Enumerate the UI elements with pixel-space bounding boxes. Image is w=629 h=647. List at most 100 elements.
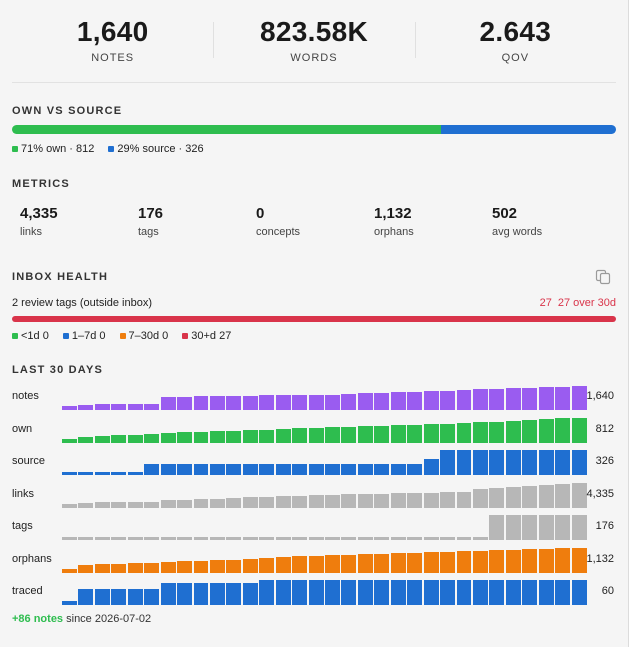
sparkline-bar xyxy=(144,464,160,475)
sparkline-bar xyxy=(357,536,373,540)
sparkline-bar xyxy=(522,387,538,410)
since-date: since 2026-07-02 xyxy=(63,613,152,625)
sparkline-bar xyxy=(374,425,390,443)
sparkline-bar xyxy=(292,495,308,508)
notes-delta: +86 notes xyxy=(12,613,64,625)
sparkline-bar xyxy=(407,580,423,605)
metric-value: 4,335 xyxy=(20,205,58,222)
metric-label: orphans xyxy=(374,226,414,238)
sparkline-bar xyxy=(160,464,176,475)
legend-source: 29% source · 326 xyxy=(108,143,204,155)
legend-lt1d: <1d 0 xyxy=(12,330,49,342)
sparkline-bar xyxy=(259,536,275,540)
sparkline-bar xyxy=(259,558,275,573)
sparkline-bar xyxy=(259,464,275,475)
sparkline-bar xyxy=(193,499,209,508)
inbox-over-text: 27 over 30d xyxy=(557,297,616,309)
sparkline-bar xyxy=(440,390,455,410)
metric-orphans: 1,132 orphans xyxy=(374,205,492,238)
sparkline-bar xyxy=(111,435,127,443)
sparkline-bar xyxy=(341,426,357,443)
row-value: 812 xyxy=(595,422,614,435)
inbox-summary: 2 review tags (outside inbox) 27 27 over … xyxy=(12,297,616,309)
sparkline-bar xyxy=(407,552,423,573)
sparkline-bar xyxy=(308,580,324,605)
sparkline-bar xyxy=(472,450,488,475)
sparkline-bar xyxy=(505,421,521,443)
sparkline-bar xyxy=(78,564,94,573)
sparkline-bars xyxy=(62,449,588,475)
sparkline-bar xyxy=(489,450,505,475)
metric-value: 176 xyxy=(138,205,164,222)
sparkline-bars xyxy=(62,514,588,540)
sparkline-row-links: links 4,335 xyxy=(12,482,624,515)
sparkline-bar xyxy=(308,427,324,443)
own-dot-icon xyxy=(12,146,18,152)
sparkline-bar xyxy=(341,536,357,540)
legend-label: 30+d 27 xyxy=(191,330,232,342)
sparkline-bar xyxy=(555,548,571,573)
green-dot-icon xyxy=(12,333,18,339)
source-dot-icon xyxy=(108,146,115,152)
sparkline-bar xyxy=(226,464,242,475)
sparkline-bar xyxy=(407,536,423,540)
sparkline-row-notes: notes 1,640 xyxy=(12,384,624,417)
sparkline-bar xyxy=(259,580,275,605)
sparkline-bar xyxy=(144,562,160,573)
sparkline-bar xyxy=(127,589,143,605)
own-vs-source-legend: 71% own · 812 29% source · 326 xyxy=(12,143,214,155)
legend-own-label: 71% own · 812 xyxy=(21,143,95,155)
sparkline-bar xyxy=(505,580,521,605)
sparkline-bar xyxy=(78,404,94,410)
metric-tags: 176 tags xyxy=(138,205,256,238)
sparkline-bar xyxy=(522,580,538,605)
sparkline-bar xyxy=(357,464,373,475)
sparkline-bar xyxy=(555,484,571,508)
sparkline-row-tags: tags 176 xyxy=(12,514,624,547)
row-label: notes xyxy=(12,390,39,402)
sparkline-bar xyxy=(522,420,538,443)
sparkline-bar xyxy=(456,390,472,410)
sparkline-bar xyxy=(144,536,160,540)
sparkline-bar xyxy=(308,464,324,475)
sparkline-bar xyxy=(275,464,291,475)
sparkline-bar xyxy=(127,563,143,573)
sparkline-bar xyxy=(407,464,423,475)
sparkline-bar xyxy=(522,450,538,475)
sparkline-bar xyxy=(177,397,192,410)
sparkline-bar xyxy=(325,494,340,508)
row-value: 176 xyxy=(595,520,614,532)
metric-label: links xyxy=(20,226,43,238)
sparkline-bar xyxy=(78,436,94,443)
sparkline-bar xyxy=(209,582,225,605)
sparkline-bar xyxy=(259,429,275,443)
sparkline-bar xyxy=(292,580,308,605)
sparkline-bar xyxy=(308,495,324,508)
sparkline-bar xyxy=(489,421,505,443)
row-value: 1,640 xyxy=(586,390,614,402)
sparkline-bar xyxy=(127,536,143,540)
sparkline-bar xyxy=(407,391,423,410)
legend-source-label: 29% source · 326 xyxy=(117,143,204,155)
own-vs-source-title: OWN VS SOURCE xyxy=(12,105,123,117)
metric-links: 4,335 links xyxy=(20,205,138,238)
sparkline-bar xyxy=(127,434,143,443)
sparkline-bars xyxy=(62,482,588,508)
sparkline-bar xyxy=(341,464,357,475)
copy-icon[interactable] xyxy=(594,268,612,286)
sparkline-bar xyxy=(127,471,143,475)
sparkline-bar xyxy=(423,391,439,410)
sparkline-bar xyxy=(341,493,357,508)
metric-value: 502 xyxy=(492,205,518,222)
stat-value: 823.58K xyxy=(260,16,368,47)
sparkline-bar xyxy=(94,404,110,410)
sparkline-bar xyxy=(374,493,390,508)
sparkline-bar xyxy=(489,550,505,573)
sparkline-bar xyxy=(160,397,176,410)
sparkline-bar xyxy=(127,501,143,508)
sparkline-bar xyxy=(177,432,192,443)
sparkline-bar xyxy=(111,589,127,605)
sparkline-bar xyxy=(78,589,94,605)
sparkline-bar xyxy=(390,392,406,410)
sparkline-bar xyxy=(193,396,209,410)
